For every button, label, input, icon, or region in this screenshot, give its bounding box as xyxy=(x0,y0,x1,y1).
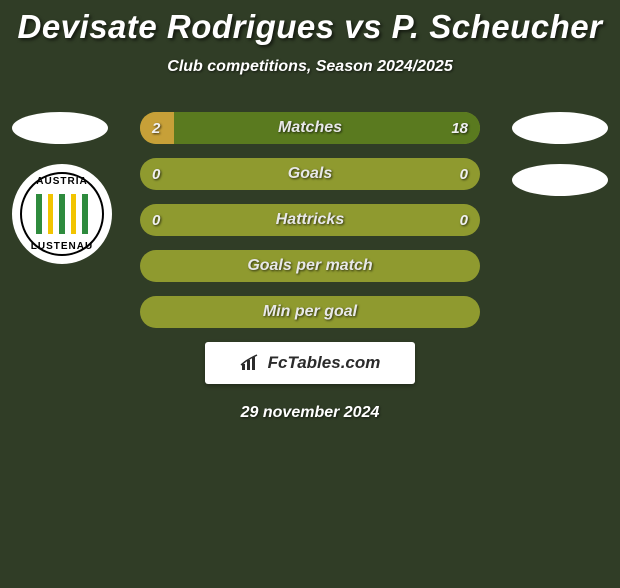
player-left-column: AUSTRIA LUSTENAU xyxy=(12,112,112,264)
attribution-text: FcTables.com xyxy=(268,353,381,373)
attribution-badge: FcTables.com xyxy=(205,342,415,384)
stat-bar-goals-per-match: Goals per match xyxy=(140,250,480,282)
comparison-content: AUSTRIA LUSTENAU 218Matches 00Goals 00Hatt… xyxy=(0,112,620,422)
badge-bottom-text: LUSTENAU xyxy=(14,241,110,252)
date-text: 29 november 2024 xyxy=(0,404,620,422)
stat-bar-hattricks: 00Hattricks xyxy=(140,204,480,236)
page-title: Devisate Rodrigues vs P. Scheucher xyxy=(0,8,620,46)
stat-bar-min-per-goal: Min per goal xyxy=(140,296,480,328)
player-right-avatar-placeholder xyxy=(512,112,608,144)
bar-label: Hattricks xyxy=(140,211,480,229)
chart-icon xyxy=(240,354,262,372)
stat-bar-matches: 218Matches xyxy=(140,112,480,144)
subtitle: Club competitions, Season 2024/2025 xyxy=(0,58,620,76)
player-left-club-badge: AUSTRIA LUSTENAU xyxy=(12,164,112,264)
badge-top-text: AUSTRIA xyxy=(14,176,110,187)
bar-label: Min per goal xyxy=(140,303,480,321)
player-left-avatar-placeholder xyxy=(12,112,108,144)
player-right-club-placeholder xyxy=(512,164,608,196)
stat-bar-goals: 00Goals xyxy=(140,158,480,190)
stat-bars: 218Matches 00Goals 00Hattricks Goals per ma… xyxy=(140,112,480,328)
player-right-column xyxy=(512,112,608,196)
bar-label: Goals xyxy=(140,165,480,183)
bar-label: Goals per match xyxy=(140,257,480,275)
bar-label: Matches xyxy=(140,119,480,137)
